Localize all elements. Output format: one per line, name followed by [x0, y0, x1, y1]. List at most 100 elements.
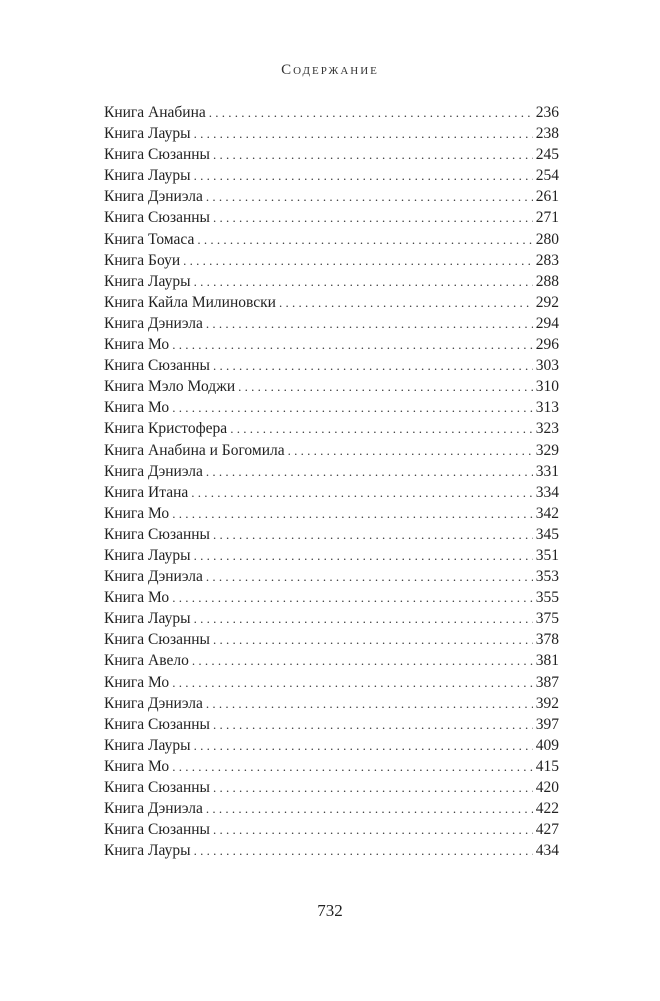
toc-entry[interactable]: Книга Кристофера 323 [104, 418, 559, 439]
toc-entry[interactable]: Книга Томаса 280 [104, 229, 559, 250]
toc-entry[interactable]: Книга Сюзанны 303 [104, 355, 559, 376]
toc-entry-title: Книга Дэниэла [104, 568, 203, 586]
toc-entry-page: 323 [535, 420, 559, 438]
toc-entry[interactable]: Книга Лауры 351 [104, 545, 559, 566]
dot-leader [209, 102, 533, 123]
toc-entry[interactable]: Книга Лауры 254 [104, 165, 559, 186]
toc-entry[interactable]: Книга Дэниэла 353 [104, 566, 559, 587]
toc-entry[interactable]: Книга Дэниэла 422 [104, 798, 559, 819]
dot-leader [194, 608, 533, 629]
toc-entry-title: Книга Анабина [104, 104, 206, 121]
dot-leader [191, 482, 532, 503]
dot-leader [238, 376, 533, 397]
toc-entry-title: Книга Лауры [104, 610, 191, 628]
toc-entry-page: 288 [535, 272, 559, 290]
toc-entry[interactable]: Книга Сюзанны 427 [104, 819, 559, 840]
dot-leader [213, 355, 533, 376]
toc-entry[interactable]: Книга Сюзанны 397 [104, 714, 559, 735]
toc-entry[interactable]: Книга Дэниэла 331 [104, 461, 559, 482]
toc-entry[interactable]: Книга Мо 415 [104, 756, 559, 777]
toc-entry-page: 283 [535, 251, 559, 269]
toc-entry-title: Книга Мэло Моджи [104, 378, 236, 396]
toc-entry-page: 381 [535, 652, 559, 670]
toc-entry[interactable]: Книга Авело 381 [104, 650, 559, 671]
toc-entry[interactable]: Книга Дэниэла 294 [104, 313, 559, 334]
toc-entry-page: 334 [535, 483, 559, 501]
dot-leader [172, 397, 533, 418]
toc-entry-title: Книга Кристофера [104, 420, 228, 438]
dot-leader [206, 566, 533, 587]
toc-entry[interactable]: Книга Сюзанны 245 [104, 144, 559, 165]
toc-entry-page: 342 [535, 504, 559, 522]
table-of-contents: Книга Анабина236Книга Лауры238Книга Сюза… [104, 102, 559, 861]
toc-entry[interactable]: Книга Мо 342 [104, 503, 559, 524]
toc-entry-page: 245 [535, 146, 559, 164]
toc-entry[interactable]: Книга Мэло Моджи 310 [104, 376, 559, 397]
toc-entry[interactable]: Книга Сюзанны 420 [104, 777, 559, 798]
toc-entry[interactable]: Книга Сюзанны 271 [104, 207, 559, 228]
toc-entry-title: Книга Дэниэла [104, 462, 203, 480]
toc-entry-title: Книга Боуи [104, 251, 181, 269]
toc-entry-title: Книга Сюзанны [104, 525, 210, 543]
toc-entry-title: Книга Лауры [104, 842, 191, 860]
toc-entry-page: 331 [535, 462, 559, 480]
dot-leader [172, 503, 533, 524]
toc-entry-title: Книга Кайла Милиновски [104, 293, 276, 311]
dot-leader [213, 714, 533, 735]
toc-entry-page: 409 [535, 736, 559, 754]
toc-entry[interactable]: Книга Сюзанны 378 [104, 629, 559, 650]
toc-entry-title: Книга Дэниэла [104, 314, 203, 332]
toc-entry-page: 378 [535, 631, 559, 649]
toc-entry-page: 387 [535, 673, 559, 691]
toc-entry-title: Книга Сюзанны [104, 821, 210, 839]
toc-entry[interactable]: Книга Лауры 375 [104, 608, 559, 629]
toc-entry[interactable]: Книга Лауры 238 [104, 123, 559, 144]
toc-entry-page: 392 [535, 694, 559, 712]
toc-entry-page: 280 [535, 230, 559, 248]
toc-entry[interactable]: Книга Лауры 409 [104, 735, 559, 756]
dot-leader [194, 165, 533, 186]
toc-entry-title: Книга Лауры [104, 272, 191, 290]
toc-entry[interactable]: Книга Анабина и Богомила 329 [104, 440, 559, 461]
dot-leader [192, 650, 533, 671]
toc-entry-title: Книга Авело [104, 652, 189, 670]
toc-entry[interactable]: Книга Дэниэла 392 [104, 693, 559, 714]
toc-entry-page: 313 [535, 399, 559, 417]
toc-entry[interactable]: Книга Кайла Милиновски 292 [104, 292, 559, 313]
toc-entry-title: Книга Лауры [104, 546, 191, 564]
dot-leader [194, 271, 533, 292]
toc-entry[interactable]: Книга Мо 355 [104, 587, 559, 608]
dot-leader [213, 207, 533, 228]
page-number: 732 [317, 901, 343, 920]
toc-entry[interactable]: Книга Сюзанны 345 [104, 524, 559, 545]
toc-entry[interactable]: Книга Лауры 434 [104, 840, 559, 861]
page-title: Содержание [281, 62, 379, 78]
toc-entry-page: 296 [535, 336, 559, 354]
toc-entry-title: Книга Дэниэла [104, 694, 203, 712]
toc-entry[interactable]: Книга Итана 334 [104, 482, 559, 503]
toc-entry-page: 420 [535, 779, 559, 796]
dot-leader [213, 629, 533, 650]
toc-entry-page: 329 [535, 441, 559, 459]
dot-leader [288, 440, 533, 461]
toc-entry[interactable]: Книга Лауры 288 [104, 271, 559, 292]
dot-leader [206, 313, 533, 334]
toc-entry[interactable]: Книга Дэниэла 261 [104, 186, 559, 207]
toc-entry[interactable]: Книга Боуи 283 [104, 250, 559, 271]
dot-leader [194, 123, 533, 144]
toc-entry-page: 294 [535, 314, 559, 332]
toc-entry[interactable]: Книга Мо 313 [104, 397, 559, 418]
toc-entry[interactable]: Книга Мо 296 [104, 334, 559, 355]
toc-entry-title: Книга Анабина и Богомила [104, 441, 285, 459]
toc-entry[interactable]: Книга Мо 387 [104, 672, 559, 693]
toc-entry-title: Книга Сюзанны [104, 357, 210, 375]
dot-leader [206, 693, 533, 714]
toc-entry-title: Книга Мо [104, 757, 170, 775]
toc-entry-page: 310 [535, 378, 559, 396]
toc-entry[interactable]: Книга Анабина 236 [104, 102, 559, 123]
toc-entry-page: 375 [535, 610, 559, 628]
toc-entry-page: 422 [535, 800, 559, 818]
toc-entry-title: Книга Дэниэла [104, 800, 203, 818]
dot-leader [206, 186, 533, 207]
toc-entry-page: 236 [535, 104, 559, 121]
